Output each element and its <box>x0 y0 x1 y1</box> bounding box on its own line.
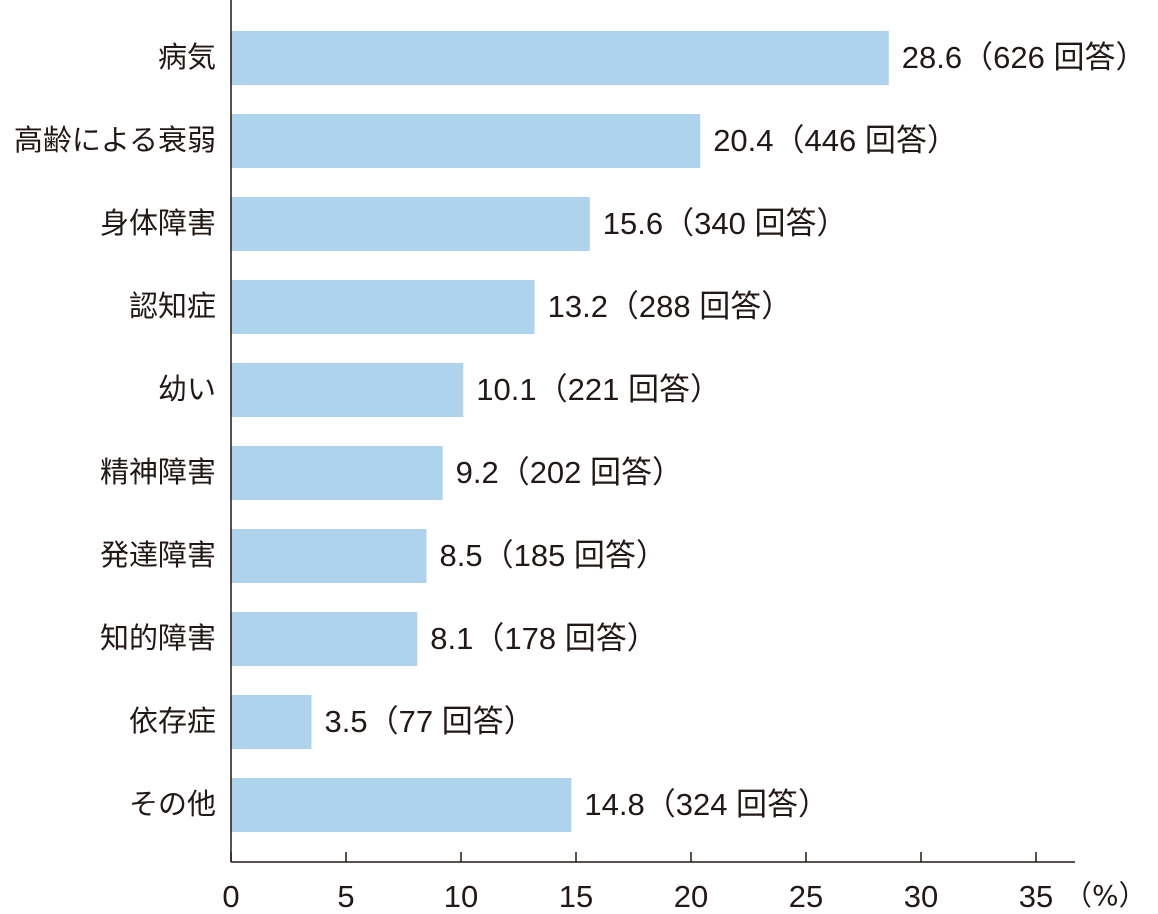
category-label: 身体障害 <box>100 206 216 240</box>
bar <box>231 114 701 168</box>
bar <box>231 612 418 666</box>
x-tick-label: 5 <box>337 879 354 914</box>
x-tick-label: 20 <box>674 879 708 914</box>
data-label: 8.5（185 回答） <box>440 538 667 573</box>
category-label: 依存症 <box>129 704 216 738</box>
category-label: 高齢による衰弱 <box>14 123 216 157</box>
bar <box>231 31 889 85</box>
category-label: 認知症 <box>129 289 216 323</box>
data-label: 13.2（288 回答） <box>548 289 793 324</box>
data-label: 8.1（178 回答） <box>430 621 657 656</box>
data-label: 3.5（77 回答） <box>325 704 535 739</box>
x-tick-label: 10 <box>444 879 478 914</box>
category-label: 病気 <box>158 40 216 74</box>
x-axis-unit-label: （%） <box>1064 879 1147 912</box>
category-label: 幼い <box>158 372 216 406</box>
data-label: 28.6（626 回答） <box>902 40 1147 75</box>
category-label: その他 <box>129 787 216 821</box>
data-label: 10.1（221 回答） <box>476 372 721 407</box>
data-label: 15.6（340 回答） <box>603 206 848 241</box>
bar <box>231 695 312 749</box>
bars-layer <box>231 31 889 832</box>
x-tick-label: 15 <box>559 879 593 914</box>
labels-layer: 病気 28.6（626 回答） 高齢による衰弱 20.4（446 回答） 身体障害 15.… <box>14 40 1147 914</box>
category-label: 精神障害 <box>100 455 216 489</box>
data-label: 9.2（202 回答） <box>456 455 683 490</box>
bar <box>231 529 427 583</box>
bar <box>231 446 443 500</box>
bar <box>231 197 590 251</box>
bar <box>231 363 464 417</box>
category-label: 発達障害 <box>100 538 216 572</box>
x-tick-label: 0 <box>222 879 239 914</box>
data-label: 20.4（446 回答） <box>713 123 958 158</box>
bar <box>231 280 535 334</box>
axes-layer <box>230 0 1075 863</box>
x-tick-label: 25 <box>789 879 823 914</box>
data-label: 14.8（324 回答） <box>584 787 829 822</box>
x-tick-label: 35 <box>1019 879 1053 914</box>
category-label: 知的障害 <box>100 621 216 655</box>
bar <box>231 778 572 832</box>
x-tick-label: 30 <box>904 879 938 914</box>
